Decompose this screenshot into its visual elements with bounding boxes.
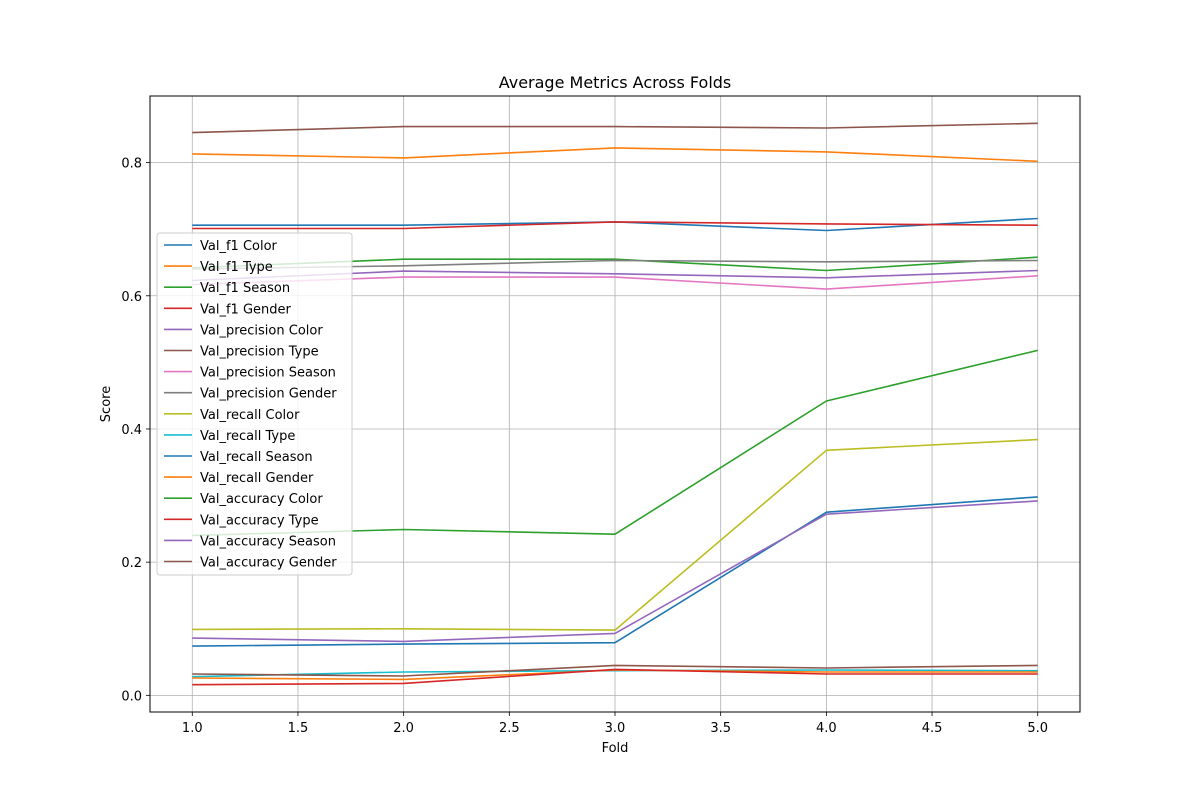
y-tick-label: 0.2 xyxy=(121,556,142,571)
legend-label: Val_recall Gender xyxy=(200,471,314,486)
legend-label: Val_recall Color xyxy=(200,408,300,423)
y-tick-label: 0.6 xyxy=(121,290,142,305)
x-axis-ticks: 1.0 1.5 2.0 2.5 3.0 3.5 4.0 4.5 5.0 xyxy=(182,712,1048,736)
chart-title: Average Metrics Across Folds xyxy=(499,73,732,92)
legend-label: Val_accuracy Color xyxy=(200,492,323,507)
legend-label: Val_f1 Gender xyxy=(200,302,292,317)
series-line-6 xyxy=(192,122,1038,134)
legend-label: Val_f1 Season xyxy=(200,281,290,296)
legend-label: Val_f1 Type xyxy=(200,260,273,275)
series-line-11 xyxy=(192,496,1038,647)
x-tick-label: 4.0 xyxy=(816,721,837,736)
legend-box xyxy=(156,232,353,576)
y-tick-label: 0.8 xyxy=(121,157,142,172)
legend-label: Val_accuracy Type xyxy=(200,513,319,528)
series-line-16 xyxy=(192,664,1038,677)
series-line-9 xyxy=(192,438,1038,631)
y-axis-title: Score xyxy=(99,386,114,422)
y-tick-label: 0.0 xyxy=(121,689,142,704)
x-tick-label: 4.5 xyxy=(922,721,943,736)
x-axis-title: Fold xyxy=(602,741,629,756)
legend-label: Val_precision Type xyxy=(200,345,319,360)
legend-label: Val_f1 Color xyxy=(200,239,278,254)
legend: Val_f1 Color Val_f1 Type Val_f1 Season Val_… xyxy=(156,232,353,576)
legend-label: Val_recall Season xyxy=(200,450,313,465)
x-tick-label: 1.0 xyxy=(182,721,203,736)
x-tick-label: 1.5 xyxy=(288,721,309,736)
y-tick-label: 0.4 xyxy=(121,423,142,438)
x-tick-label: 2.5 xyxy=(499,721,520,736)
series-line-14 xyxy=(192,668,1038,686)
x-tick-label: 2.0 xyxy=(393,721,414,736)
x-tick-label: 3.5 xyxy=(710,721,731,736)
series-line-2 xyxy=(192,147,1038,163)
legend-label: Val_precision Season xyxy=(200,366,336,381)
x-tick-label: 5.0 xyxy=(1027,721,1048,736)
legend-label: Val_accuracy Season xyxy=(200,534,336,549)
legend-label: Val_accuracy Gender xyxy=(200,556,337,571)
legend-label: Val_precision Gender xyxy=(200,387,337,402)
series-line-15 xyxy=(192,500,1038,643)
x-tick-label: 3.0 xyxy=(605,721,626,736)
legend-label: Val_recall Type xyxy=(200,429,295,444)
legend-label: Val_precision Color xyxy=(200,323,323,338)
y-axis-ticks: 0.0 0.2 0.4 0.6 0.8 xyxy=(121,157,150,704)
series-line-4 xyxy=(192,221,1038,230)
